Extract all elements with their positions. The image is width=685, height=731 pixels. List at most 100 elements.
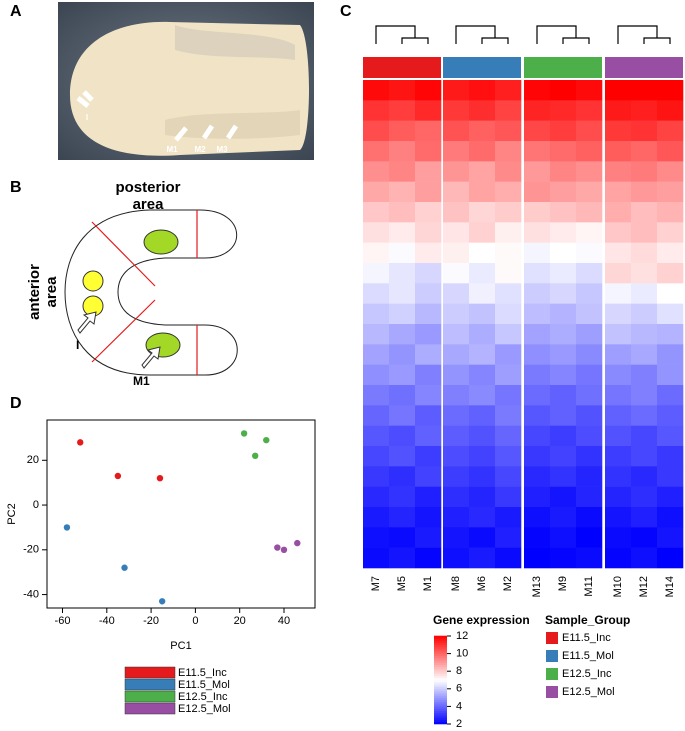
heat-cell	[495, 385, 522, 406]
heat-cell	[469, 222, 496, 243]
heat-cell	[415, 486, 442, 508]
heat-cell	[631, 547, 658, 569]
legend-label: E12.5_Mol	[178, 703, 231, 715]
heat-cell	[495, 141, 522, 162]
heat-cell	[550, 507, 577, 528]
heat-cell	[550, 405, 577, 426]
heat-cell	[495, 364, 522, 386]
heat-cell	[605, 547, 632, 569]
heat-cell	[363, 466, 390, 487]
point	[263, 436, 270, 444]
heat-cell	[605, 446, 632, 467]
diagram-label: anterior	[26, 264, 43, 320]
heat-cell	[605, 425, 632, 447]
legend-swatch	[124, 666, 176, 679]
heat-cell	[389, 120, 416, 142]
panel-label: A	[10, 3, 22, 20]
heat-cell	[495, 486, 522, 508]
heat-cell	[524, 303, 551, 325]
x-tick-label: 20	[234, 615, 246, 627]
heat-cell	[631, 364, 658, 386]
heat-cell	[363, 507, 390, 528]
heat-cell	[550, 80, 577, 101]
diagram-label: M1	[133, 374, 150, 388]
heat-cell	[443, 161, 470, 182]
colorbar-step	[434, 701, 447, 705]
heat-cell	[576, 181, 603, 203]
point	[280, 546, 288, 554]
heat-cell	[550, 385, 577, 406]
heat-cell	[657, 263, 684, 284]
heat-cell	[495, 527, 522, 548]
legend-label: E11.5_Inc	[178, 667, 227, 679]
legend-title: Sample_Group	[545, 613, 630, 627]
heat-cell	[443, 466, 470, 487]
heat-cell	[469, 181, 496, 203]
colorbar-step	[434, 664, 447, 668]
plots: -60 -40 -20 0 20 40-40-20020PC1PC2E11.5_IncE1…	[6, 25, 684, 730]
heat-cell	[415, 80, 442, 101]
column-label: M5	[396, 576, 408, 591]
legend-label: E12.5_Inc	[178, 691, 228, 703]
panel-label: C	[340, 3, 352, 20]
colorbar-step	[434, 644, 447, 648]
heat-cell	[443, 507, 470, 528]
heat-cell	[469, 141, 496, 162]
heat-cell	[576, 344, 603, 365]
colorbar-step	[434, 673, 447, 676]
heat-cell	[443, 303, 470, 325]
photo-label: M1	[166, 145, 178, 154]
heat-cell	[363, 80, 390, 101]
heat-cell	[657, 466, 684, 487]
heat-cell	[443, 202, 470, 223]
heat-cell	[415, 202, 442, 223]
heat-cell	[605, 181, 632, 203]
heat-cell	[550, 181, 577, 203]
colorbar-step	[434, 642, 447, 646]
heat-cell	[389, 425, 416, 447]
heat-cell	[443, 181, 470, 203]
y-tick-label: 0	[33, 499, 39, 511]
heat-cell	[524, 527, 551, 548]
heat-cell	[363, 344, 390, 365]
heat-cell	[443, 486, 470, 508]
point	[251, 452, 259, 460]
heat-cell	[363, 283, 390, 304]
heat-cell	[605, 263, 632, 284]
colorbar-tick-label: 2	[456, 718, 462, 730]
heat-cell	[469, 344, 496, 365]
panel-label: B	[10, 179, 22, 196]
heat-cell	[576, 283, 603, 304]
heat-cell	[631, 303, 658, 325]
heat-cell	[605, 324, 632, 345]
colorbar-step	[434, 662, 447, 665]
heat-cell	[495, 283, 522, 304]
heat-cell	[605, 507, 632, 528]
heat-cell	[605, 222, 632, 243]
heat-cell	[443, 527, 470, 548]
heat-cell	[657, 303, 684, 325]
heat-cell	[631, 222, 658, 243]
colorbar-step	[434, 637, 447, 641]
heat-cell	[469, 120, 496, 142]
heat-cell	[576, 466, 603, 487]
heat-cell	[415, 425, 442, 447]
column-label: M2	[502, 576, 514, 591]
heat-cell	[657, 202, 684, 223]
heat-cell	[524, 425, 551, 447]
colorbar-step	[434, 679, 447, 683]
colorbar-step	[434, 677, 447, 681]
heat-cell	[657, 405, 684, 426]
heat-cell	[469, 202, 496, 223]
heat-cell	[524, 161, 551, 182]
heat-cell	[495, 344, 522, 365]
colorbar-tick-label: 4	[456, 700, 462, 712]
colorbar-step	[434, 651, 447, 654]
heat-cell	[495, 303, 522, 325]
colorbar-step	[434, 666, 447, 670]
heat-cell	[469, 385, 496, 406]
heat-cell	[443, 120, 470, 142]
x-tick-label: -40	[99, 615, 115, 627]
column-label: M6	[476, 576, 488, 591]
y-tick-label: -20	[23, 544, 39, 556]
